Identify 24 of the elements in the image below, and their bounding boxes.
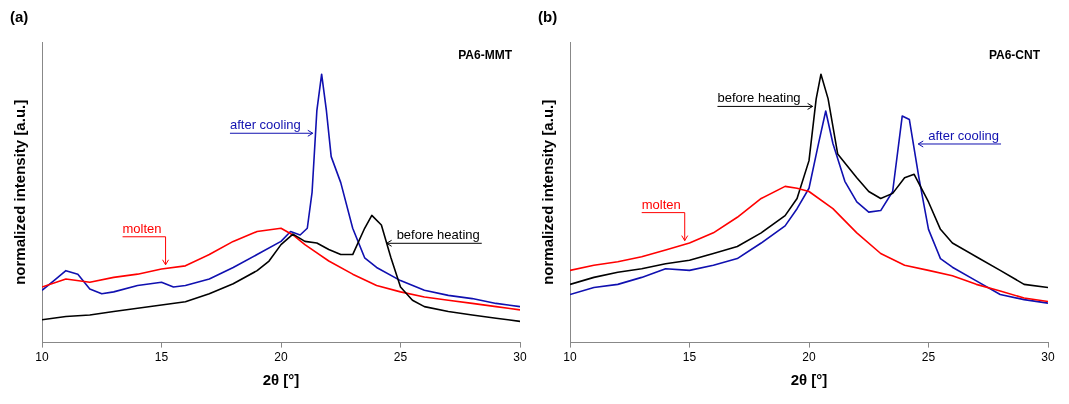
- x-tick-label: 10: [563, 350, 577, 365]
- x-tick-label: 20: [802, 350, 816, 365]
- x-tick-label: 10: [35, 350, 49, 365]
- annotation: molten: [122, 220, 162, 236]
- annotation: after cooling: [229, 117, 301, 133]
- annotation: before heating: [396, 227, 480, 243]
- x-tick-label: 30: [513, 350, 527, 365]
- y-axis-title: normalized intensity [a.u.]: [11, 99, 29, 285]
- x-axis-title: 2θ [°]: [262, 371, 300, 389]
- x-axis-title: 2θ [°]: [790, 371, 828, 389]
- chart-subtitle: PA6-CNT: [988, 48, 1041, 63]
- chart-subtitle: PA6-MMT: [458, 48, 513, 63]
- x-tick-label: 15: [682, 350, 697, 365]
- chart-title: (b): [538, 7, 558, 25]
- x-tick-label: 15: [154, 350, 169, 365]
- chart-title: (a): [10, 7, 29, 25]
- annotation: before heating: [717, 90, 801, 106]
- x-tick-label: 20: [274, 350, 288, 365]
- x-tick-label: 25: [393, 350, 408, 365]
- annotation: after cooling: [928, 128, 1000, 144]
- annotation: molten: [641, 196, 681, 212]
- x-tick-label: 25: [921, 350, 936, 365]
- x-tick-label: 30: [1041, 350, 1055, 365]
- y-axis-title: normalized intensity [a.u.]: [539, 99, 557, 285]
